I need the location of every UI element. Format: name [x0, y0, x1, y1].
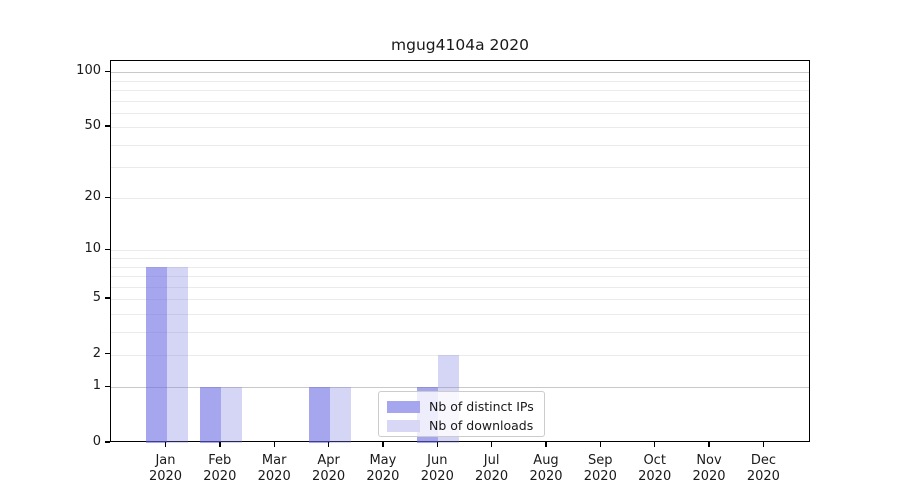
y-tick-label-2: 2 [92, 345, 101, 361]
x-tick-mark-apr [327, 442, 330, 447]
y-tick-label-0: 0 [92, 434, 101, 449]
x-tick-label-dec: Dec 2020 [746, 453, 780, 484]
x-tick-mark-dec [762, 442, 764, 447]
y-tick-mark-0 [105, 441, 110, 443]
x-tick-mark-nov [708, 442, 710, 447]
gridline-y-2 [111, 354, 809, 356]
gridline-y-8 [111, 266, 809, 268]
gridline-y-60 [111, 112, 809, 114]
plot-area [110, 60, 810, 443]
x-tick-mark-aug [545, 442, 547, 447]
legend-label-downloads: Nb of downloads [429, 418, 534, 433]
bar-apr-downloads [329, 387, 351, 443]
gridline-y-30 [111, 167, 809, 169]
y-tick-mark-50 [105, 125, 110, 127]
x-tick-label-nov: Nov 2020 [692, 453, 726, 484]
x-tick-label-sep: Sep 2020 [583, 453, 617, 484]
gridline-y-1 [111, 387, 809, 389]
y-tick-label-1: 1 [92, 378, 101, 394]
x-tick-label-oct: Oct 2020 [638, 453, 672, 484]
legend-label-distinct-ips: Nb of distinct IPs [429, 399, 534, 414]
y-tick-mark-2 [105, 353, 110, 355]
y-tick-label-5: 5 [92, 290, 101, 305]
y-tick-label-10: 10 [84, 241, 101, 257]
gridline-y-100 [111, 72, 809, 74]
x-tick-mark-may [382, 442, 384, 447]
x-tick-label-aug: Aug 2020 [529, 453, 563, 484]
x-tick-mark-mar [273, 442, 275, 447]
gridline-y-90 [111, 80, 809, 82]
x-tick-mark-sep [599, 442, 601, 447]
x-tick-label-mar: Mar 2020 [257, 453, 291, 484]
gridline-y-3 [111, 331, 809, 333]
x-tick-mark-feb [219, 442, 221, 447]
x-tick-label-jun: Jun 2020 [420, 453, 454, 484]
gridline-y-80 [111, 89, 809, 91]
legend-row-downloads: Nb of downloads [387, 417, 536, 434]
gridline-y-40 [111, 144, 809, 146]
x-tick-mark-jan [164, 442, 167, 447]
bar-feb-distinct-ips [199, 387, 221, 443]
x-tick-label-apr: Apr 2020 [312, 453, 346, 484]
x-tick-label-jan: Jan 2020 [148, 453, 183, 484]
bar-feb-downloads [220, 387, 242, 443]
x-tick-label-jul: Jul 2020 [475, 453, 509, 484]
y-tick-mark-1 [105, 385, 110, 387]
y-tick-label-50: 50 [84, 118, 101, 134]
y-tick-mark-10 [105, 248, 110, 250]
y-tick-mark-5 [105, 297, 110, 299]
bar-apr-distinct-ips [308, 387, 330, 443]
gridline-y-5 [111, 299, 809, 300]
gridline-y-6 [111, 286, 809, 288]
y-tick-label-20: 20 [84, 189, 101, 205]
bar-jan-distinct-ips [145, 266, 167, 443]
y-tick-mark-20 [105, 196, 110, 199]
gridline-y-7 [111, 275, 809, 277]
x-tick-mark-jul [490, 442, 493, 447]
gridline-y-9 [111, 258, 809, 259]
gridline-y-70 [111, 100, 809, 102]
gridline-y-20 [111, 198, 809, 200]
x-tick-mark-jun [436, 442, 438, 447]
y-tick-mark-100 [105, 70, 110, 72]
gridline-y-50 [111, 127, 809, 129]
bar-jan-downloads [166, 266, 188, 443]
legend-swatch-distinct-ips [387, 400, 420, 413]
gridline-y-10 [111, 250, 809, 252]
chart-title: mgug4104a 2020 [391, 36, 529, 54]
legend-swatch-downloads [387, 419, 420, 432]
legend-row-distinct-ips: Nb of distinct IPs [387, 398, 536, 415]
y-tick-label-100: 100 [76, 63, 101, 79]
x-tick-mark-oct [654, 442, 656, 447]
gridline-y-4 [111, 313, 809, 315]
x-tick-label-feb: Feb 2020 [203, 453, 237, 484]
x-tick-label-may: May 2020 [366, 453, 400, 484]
legend: Nb of distinct IPs Nb of downloads [378, 391, 545, 437]
